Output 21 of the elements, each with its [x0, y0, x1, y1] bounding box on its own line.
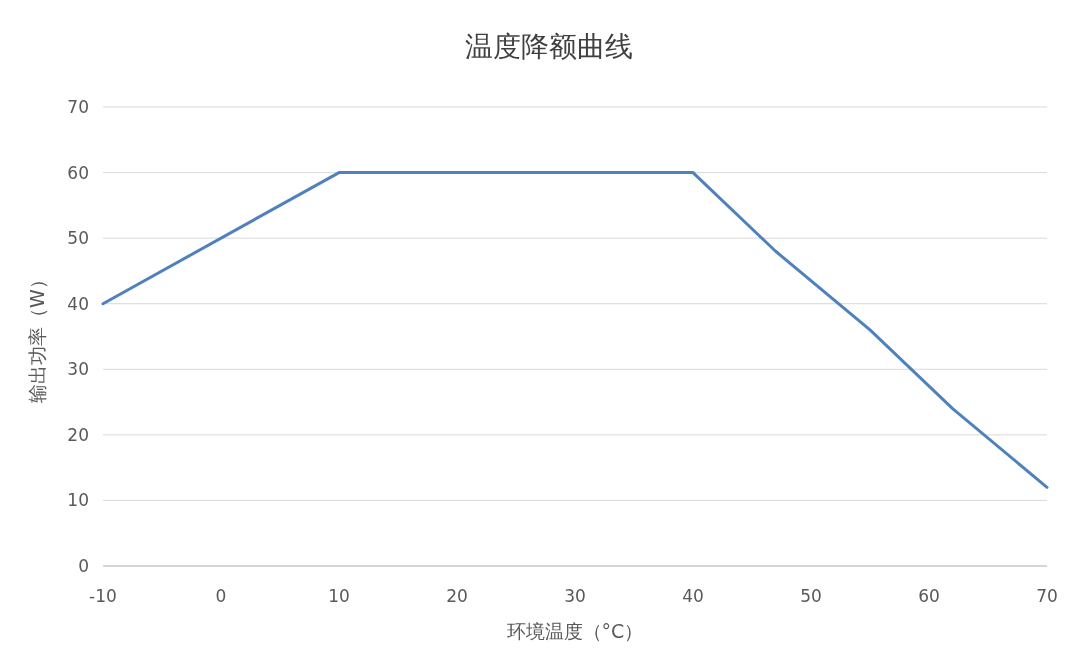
y-tick-label: 30 — [67, 359, 89, 380]
x-tick-label: 30 — [564, 586, 586, 606]
x-tick-label: 0 — [215, 586, 227, 606]
x-axis-title: 环境温度（°C） — [506, 620, 644, 642]
x-tick-label: 70 — [1036, 586, 1058, 606]
y-tick-label: 40 — [67, 293, 89, 314]
y-axis-title: 输出功率（W） — [26, 270, 48, 403]
x-tick-label: 50 — [800, 586, 822, 606]
y-tick-label: 70 — [67, 96, 89, 117]
chart-title: 温度降额曲线 — [465, 30, 633, 63]
y-tick-label: 10 — [67, 490, 89, 511]
x-tick-label: -10 — [89, 586, 117, 606]
x-tick-label: 40 — [682, 586, 704, 606]
y-tick-label: 50 — [67, 228, 89, 249]
x-tick-label: 10 — [328, 586, 350, 606]
line-series — [101, 171, 1049, 489]
y-tick-label: 0 — [78, 555, 89, 576]
y-tick-label: 20 — [67, 424, 89, 445]
x-tick-label: 60 — [918, 586, 940, 606]
y-tick-label: 60 — [67, 162, 89, 183]
x-tick-label: 20 — [446, 586, 468, 606]
